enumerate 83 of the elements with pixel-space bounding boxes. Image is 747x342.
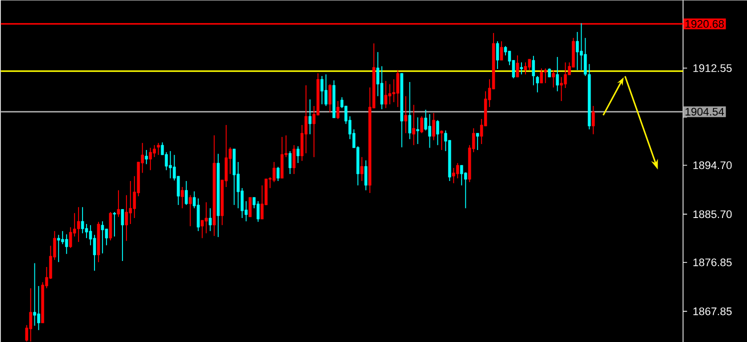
candlestick [69, 226, 72, 248]
candlestick [328, 84, 332, 113]
candlestick [440, 130, 444, 150]
candlestick [120, 208, 124, 262]
candlestick [420, 116, 424, 134]
candlestick [456, 162, 460, 179]
candlestick [384, 80, 388, 108]
candlestick [516, 54, 519, 78]
candlestick [128, 180, 132, 224]
candlestick [61, 230, 64, 244]
candlestick [156, 142, 160, 156]
candlestick [272, 161, 276, 182]
candlestick [296, 146, 300, 164]
candlestick [476, 132, 480, 150]
candlestick [65, 234, 68, 254]
candlestick [436, 119, 440, 146]
candlestick [580, 22, 583, 70]
candlestick [29, 288, 32, 342]
candlestick [113, 211, 116, 237]
candlestick [364, 160, 368, 190]
candlestick [308, 98, 312, 134]
candlestick [85, 223, 88, 238]
candlestick [196, 198, 200, 232]
candlestick [396, 69, 400, 108]
candlestick [168, 150, 172, 179]
y-tick-label: 1894.70 [693, 161, 732, 169]
candlestick [148, 147, 152, 170]
candlestick [460, 164, 464, 186]
y-tick-label: 1912.55 [693, 64, 732, 72]
candlestick [144, 149, 148, 164]
candlestick [304, 84, 308, 154]
candlestick [408, 81, 412, 140]
candlestick [93, 234, 96, 272]
candlestick [428, 113, 432, 148]
candlestick [500, 40, 503, 60]
candlestick [552, 69, 555, 88]
candlestick [204, 202, 208, 234]
candlestick [184, 180, 188, 206]
candlestick [248, 196, 252, 218]
candlestick [57, 234, 60, 262]
candlestick [292, 144, 296, 174]
candlestick [520, 62, 523, 75]
candlestick [124, 194, 128, 242]
candlestick [592, 105, 595, 134]
candlestick [256, 200, 260, 222]
candlestick [452, 167, 456, 184]
candlestick [105, 228, 108, 246]
candlestick [496, 40, 499, 70]
candlestick [540, 68, 543, 84]
candlestick [336, 100, 340, 120]
candlestick [280, 136, 284, 179]
candlestick [276, 166, 280, 182]
candlestick [556, 56, 559, 92]
candlestick [77, 206, 80, 242]
candlestick [388, 84, 392, 105]
candlestick [33, 262, 36, 326]
candlestick [81, 206, 84, 234]
candlestick [432, 112, 436, 140]
candlestick [412, 104, 416, 146]
candlestick [524, 62, 527, 75]
candlestick [544, 68, 547, 84]
candlestick [416, 116, 420, 144]
candlestick [536, 75, 539, 93]
candlestick [576, 31, 579, 70]
candlestick [188, 194, 192, 226]
ref-line-label: 1920.68 [686, 20, 724, 28]
y-tick-label: 1885.70 [693, 210, 732, 218]
candlestick [404, 95, 408, 134]
candlestick [208, 208, 212, 232]
candlestick [101, 220, 104, 254]
candlestick [360, 156, 364, 182]
ref-line-label: 1904.54 [686, 108, 724, 116]
candlestick [116, 190, 120, 218]
candlestick [200, 220, 204, 238]
candlestick [288, 150, 292, 174]
y-tick-label: 1867.85 [693, 307, 732, 315]
candlestick [37, 285, 40, 330]
candlestick [532, 55, 535, 86]
candlestick [560, 76, 563, 102]
candlestick [180, 186, 184, 208]
candlestick [324, 74, 328, 106]
candlestick [320, 75, 324, 105]
y-tick-label: 1876.85 [693, 258, 732, 266]
